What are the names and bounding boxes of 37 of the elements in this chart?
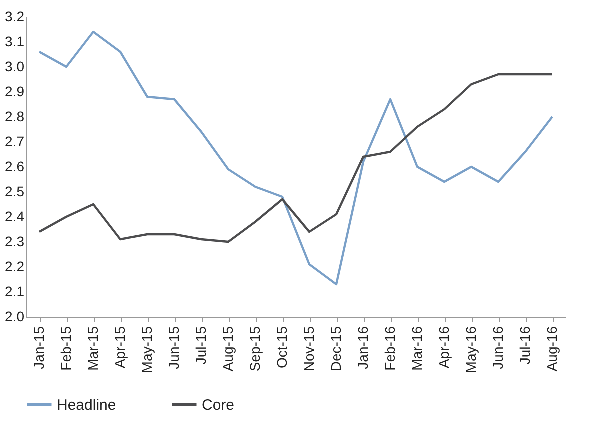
y-tick-label: 3.2 — [5, 8, 25, 24]
x-tick-label: Mar-15 — [85, 326, 101, 371]
x-tick-label: Oct-15 — [274, 326, 290, 369]
y-tick-label: 2.3 — [5, 234, 25, 250]
x-tick-label: May-15 — [139, 326, 155, 374]
y-tick-label: 2.7 — [5, 134, 25, 150]
x-tick-label: Jul-16 — [517, 326, 533, 365]
x-tick-label: Jan-16 — [355, 326, 371, 370]
y-tick-label: 2.9 — [5, 84, 25, 100]
x-tick-label: Jan-15 — [31, 326, 47, 370]
y-tick-label: 2.2 — [5, 258, 25, 274]
x-tick-label: Jul-15 — [193, 326, 209, 365]
y-tick-label: 3.0 — [5, 58, 25, 74]
x-tick-label: Jun-16 — [490, 326, 506, 370]
x-tick-label: Apr-16 — [436, 326, 452, 369]
x-tick-label: Feb-16 — [382, 326, 398, 371]
x-tick-label: Jun-15 — [166, 326, 182, 370]
x-tick-label: Feb-15 — [58, 326, 74, 371]
x-tick-label: May-16 — [463, 326, 479, 374]
x-tick-label: Apr-15 — [112, 326, 128, 369]
x-tick-label: Dec-15 — [328, 326, 344, 372]
y-tick-label: 2.6 — [5, 158, 25, 174]
y-tick-label: 2.0 — [5, 308, 25, 324]
y-tick-label: 2.4 — [5, 208, 25, 224]
x-tick-label: Mar-16 — [409, 326, 425, 371]
y-tick-label: 2.5 — [5, 184, 25, 200]
x-tick-label: Aug-16 — [544, 326, 560, 372]
x-tick-label: Nov-15 — [301, 326, 317, 372]
line-series — [38, 73, 554, 244]
y-tick-label: 2.8 — [5, 108, 25, 124]
x-tick-label: Aug-15 — [220, 326, 236, 372]
line-series — [38, 30, 554, 286]
legend-label: Core — [202, 396, 235, 414]
legend-label: Headline — [57, 396, 116, 414]
x-tick-label: Sep-15 — [247, 326, 263, 372]
y-tick-label: 3.1 — [5, 34, 25, 50]
y-tick-label: 2.1 — [5, 284, 25, 300]
